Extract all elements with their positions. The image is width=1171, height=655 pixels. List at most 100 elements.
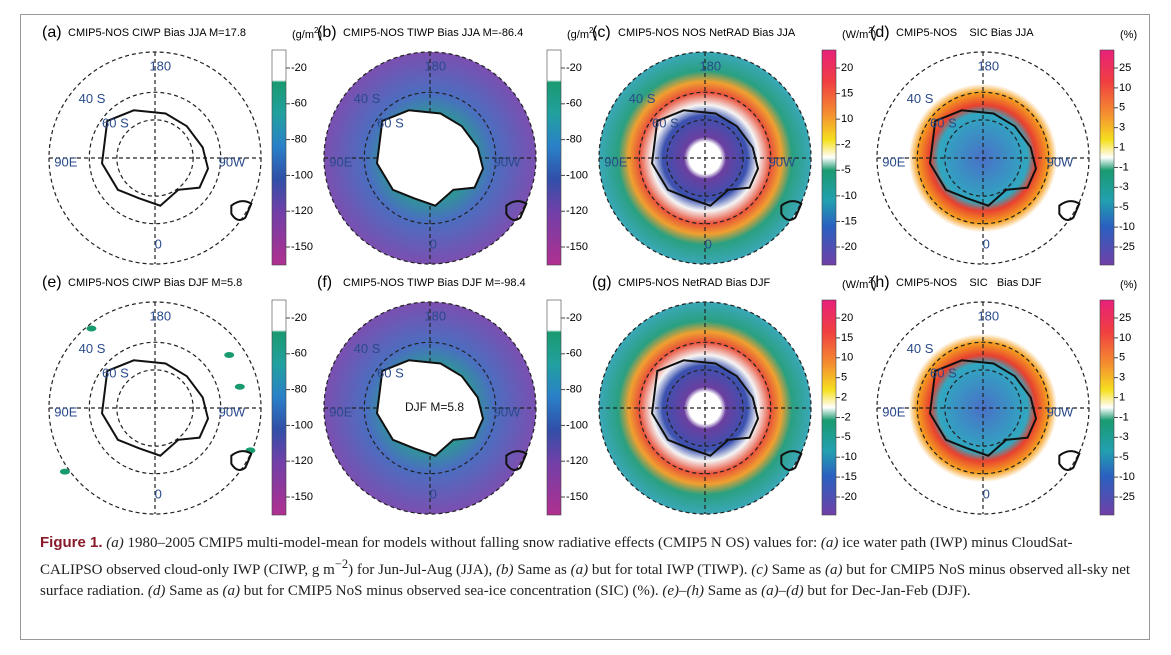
colorbar bbox=[821, 299, 837, 516]
map-label: 60 S bbox=[102, 116, 129, 131]
caption-text: (a) bbox=[825, 562, 843, 578]
caption-text: 1980–2005 CMIP5 multi-model-mean for mod… bbox=[123, 535, 821, 551]
panel-title: CMIP5-NOS CIWP Bias JJA M=17.8 bbox=[68, 27, 246, 39]
unit-part: (g/m bbox=[567, 29, 589, 41]
colorbar-label: 1 bbox=[1119, 141, 1125, 153]
colorbar-label: 5 bbox=[841, 372, 847, 384]
figure-frame bbox=[20, 14, 1150, 640]
latitude-circle bbox=[944, 369, 1022, 447]
caption-text: (b) bbox=[496, 562, 514, 578]
colorbar-label: 5 bbox=[1119, 102, 1125, 114]
panel-title: CMIP5-NOS NetRAD Bias DJF bbox=[618, 277, 770, 289]
colorbar-label: -3 bbox=[1119, 181, 1129, 193]
colorbar-label: -5 bbox=[841, 164, 851, 176]
colorbar-unit: (g/m2) bbox=[567, 26, 597, 41]
unit-part: (g/m bbox=[292, 29, 314, 41]
panel-label: (e) bbox=[42, 274, 62, 291]
colorbar-label: -150 bbox=[566, 491, 588, 503]
colorbar-label: -20 bbox=[291, 312, 307, 324]
unit-part: ) bbox=[318, 29, 322, 41]
south-america-outline bbox=[230, 450, 253, 471]
unit-part: ) bbox=[873, 279, 877, 291]
colorbar-label: 15 bbox=[841, 87, 853, 99]
antarctica-outline bbox=[928, 359, 1038, 457]
south-america-outline bbox=[780, 200, 803, 221]
panel-label: (h) bbox=[870, 274, 890, 291]
colorbar-label: 20 bbox=[841, 62, 853, 74]
colorbar-label: -15 bbox=[841, 471, 857, 483]
colorbar-label: -20 bbox=[566, 312, 582, 324]
map-patch bbox=[59, 468, 70, 475]
map-label: 0 bbox=[430, 236, 437, 251]
map-label: 40 S bbox=[354, 341, 381, 356]
map-label: 90E bbox=[882, 405, 905, 420]
colorbar-label: -150 bbox=[566, 241, 588, 253]
colorbar-label: -5 bbox=[1119, 201, 1129, 213]
colorbar-unit: (%) bbox=[1120, 29, 1137, 41]
map-label: 0 bbox=[983, 486, 990, 501]
caption-text: (e) bbox=[662, 583, 680, 599]
colorbar-label: -100 bbox=[566, 169, 588, 181]
map-label: 60 S bbox=[102, 366, 129, 381]
colorbar-unit: (%) bbox=[1120, 279, 1137, 291]
caption-text: (a) bbox=[106, 535, 124, 551]
caption-text: (d) bbox=[786, 583, 804, 599]
colorbar-label: -80 bbox=[566, 134, 582, 146]
antarctica-outline bbox=[375, 109, 485, 207]
colorbar-label: 10 bbox=[841, 352, 853, 364]
south-america-outline bbox=[780, 450, 803, 471]
map-label: 0 bbox=[155, 236, 162, 251]
map-label: 180 bbox=[424, 58, 446, 73]
colorbar-label: -10 bbox=[841, 451, 857, 463]
unit-part: 2 bbox=[868, 26, 873, 35]
map-label: 0 bbox=[430, 486, 437, 501]
colorbar-label: -60 bbox=[566, 98, 582, 110]
map-label: 40 S bbox=[907, 341, 934, 356]
map-label: 40 S bbox=[629, 91, 656, 106]
map-label: 90E bbox=[882, 155, 905, 170]
colorbar-label: -120 bbox=[291, 205, 313, 217]
unit-part: ) bbox=[593, 29, 597, 41]
colorbar-label: -80 bbox=[291, 134, 307, 146]
colorbar-label: -1 bbox=[1119, 411, 1129, 423]
caption-text: (c) bbox=[751, 562, 768, 578]
map-label: 90W bbox=[1047, 405, 1074, 420]
caption-text: (d) bbox=[147, 583, 166, 599]
unit-part: 2 bbox=[314, 26, 319, 35]
south-america-outline bbox=[1058, 450, 1081, 471]
colorbar-label: 25 bbox=[1119, 312, 1131, 324]
caption-text: Same as bbox=[513, 562, 571, 578]
colorbar-unit: (W/m2) bbox=[842, 26, 876, 41]
caption-text: but for CMIP5 NoS minus observed sea-ice… bbox=[239, 583, 663, 599]
map-label: 90W bbox=[219, 405, 246, 420]
colorbar-label: -60 bbox=[566, 348, 582, 360]
caption-text: −2 bbox=[334, 557, 349, 571]
colorbar bbox=[546, 49, 562, 266]
map-label: 90W bbox=[219, 155, 246, 170]
colorbar-label: -2 bbox=[841, 139, 851, 151]
map-label: 60 S bbox=[377, 366, 404, 381]
map-annotation: DJF M=5.8 bbox=[405, 400, 464, 414]
panel-label: (c) bbox=[592, 24, 611, 41]
panel-title: CMIP5-NOS TIWP Bias JJA M=-86.4 bbox=[343, 27, 523, 39]
colorbar-unit: (W/m2) bbox=[842, 276, 876, 291]
map-label: 180 bbox=[149, 308, 171, 323]
south-america-outline bbox=[505, 450, 528, 471]
colorbar-label: -25 bbox=[1119, 241, 1135, 253]
latitude-circle bbox=[666, 119, 744, 197]
colorbar-label: -20 bbox=[841, 491, 857, 503]
map-label: 40 S bbox=[79, 91, 106, 106]
colorbar-label: -100 bbox=[566, 419, 588, 431]
colorbar-label: -120 bbox=[291, 455, 313, 467]
latitude-circle bbox=[944, 119, 1022, 197]
colorbar-label: -120 bbox=[566, 455, 588, 467]
colorbar-label: -3 bbox=[1119, 431, 1129, 443]
figure-label: Figure 1. bbox=[40, 534, 103, 551]
unit-part: ) bbox=[873, 29, 877, 41]
colorbar bbox=[271, 299, 287, 516]
colorbar-label: -60 bbox=[291, 98, 307, 110]
map-label: 0 bbox=[155, 486, 162, 501]
map-label: 60 S bbox=[930, 366, 957, 381]
colorbar-label: 2 bbox=[841, 391, 847, 403]
map-label: 90E bbox=[329, 155, 352, 170]
